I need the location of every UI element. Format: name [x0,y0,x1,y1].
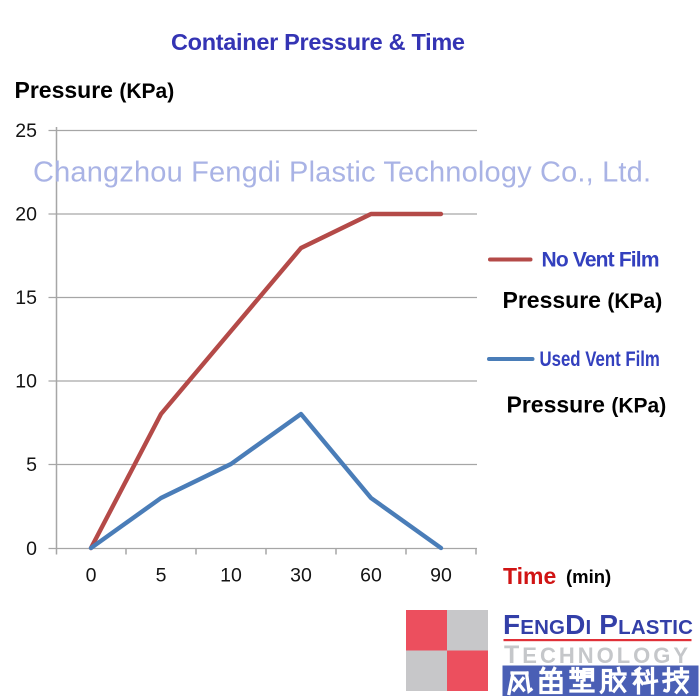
svg-text:0: 0 [86,565,97,587]
svg-text:Pressure (KPa): Pressure (KPa) [503,287,663,313]
svg-text:Used Vent Film: Used Vent Film [540,348,660,371]
svg-text:5: 5 [156,565,167,587]
svg-text:(min): (min) [566,566,611,587]
svg-text:60: 60 [360,565,382,587]
svg-text:Changzhou Fengdi Plastic Techn: Changzhou Fengdi Plastic Technology Co.,… [33,157,651,189]
svg-text:Pressure (KPa): Pressure (KPa) [15,77,175,103]
svg-text:20: 20 [15,204,37,226]
svg-text:25: 25 [15,120,37,142]
svg-text:No Vent Film: No Vent Film [542,249,660,272]
svg-text:0: 0 [26,538,37,560]
svg-text:30: 30 [290,565,312,587]
svg-text:Container Pressure & Time: Container Pressure & Time [171,29,465,55]
svg-text:5: 5 [26,454,37,476]
svg-text:Time: Time [503,563,556,589]
svg-text:90: 90 [430,565,452,587]
svg-text:Pressure (KPa): Pressure (KPa) [507,392,667,418]
svg-text:15: 15 [15,287,37,309]
svg-text:TECHNOLOGY: TECHNOLOGY [504,641,691,669]
svg-text:10: 10 [220,565,242,587]
svg-text:10: 10 [15,371,37,393]
